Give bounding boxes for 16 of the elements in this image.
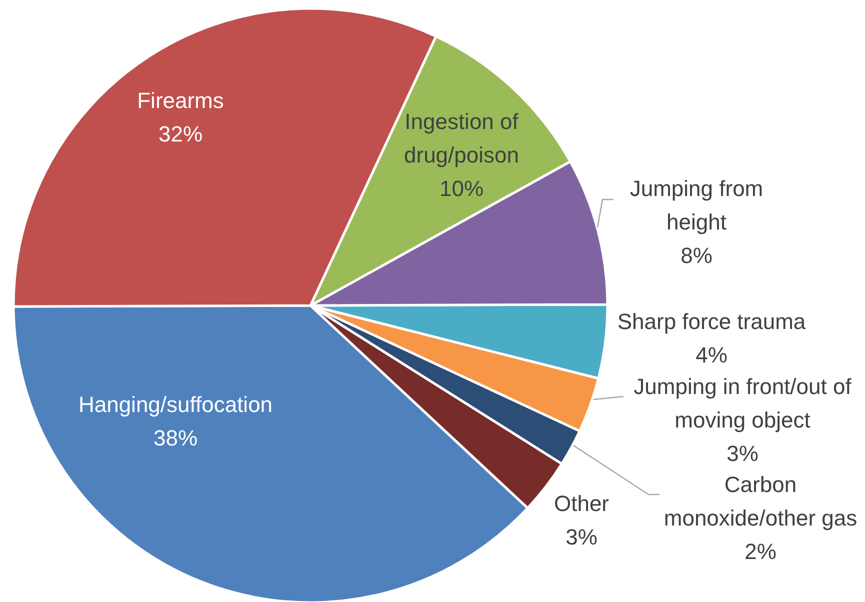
data-label: 3% [726, 441, 758, 466]
data-label: 4% [696, 342, 728, 368]
data-label: 38% [153, 426, 198, 451]
data-label: 32% [158, 122, 203, 147]
slice-label: Sharp force trauma [617, 308, 806, 334]
data-label: 2% [744, 539, 776, 564]
data-label: 3% [566, 524, 598, 550]
data-label: 8% [680, 243, 712, 268]
slice-label: Carbon monoxide/other gas [664, 472, 858, 530]
slice-label: Hanging/suffocation [78, 392, 273, 417]
slice-label: Other [554, 490, 610, 516]
data-label: 10% [439, 176, 484, 202]
slice-label: Jumping from height [630, 176, 764, 234]
slice-label: Ingestion of drug/poison [404, 108, 520, 168]
slice-label: Jumping in front/out of moving object [634, 374, 852, 432]
slice-label: Firearms [137, 88, 224, 113]
